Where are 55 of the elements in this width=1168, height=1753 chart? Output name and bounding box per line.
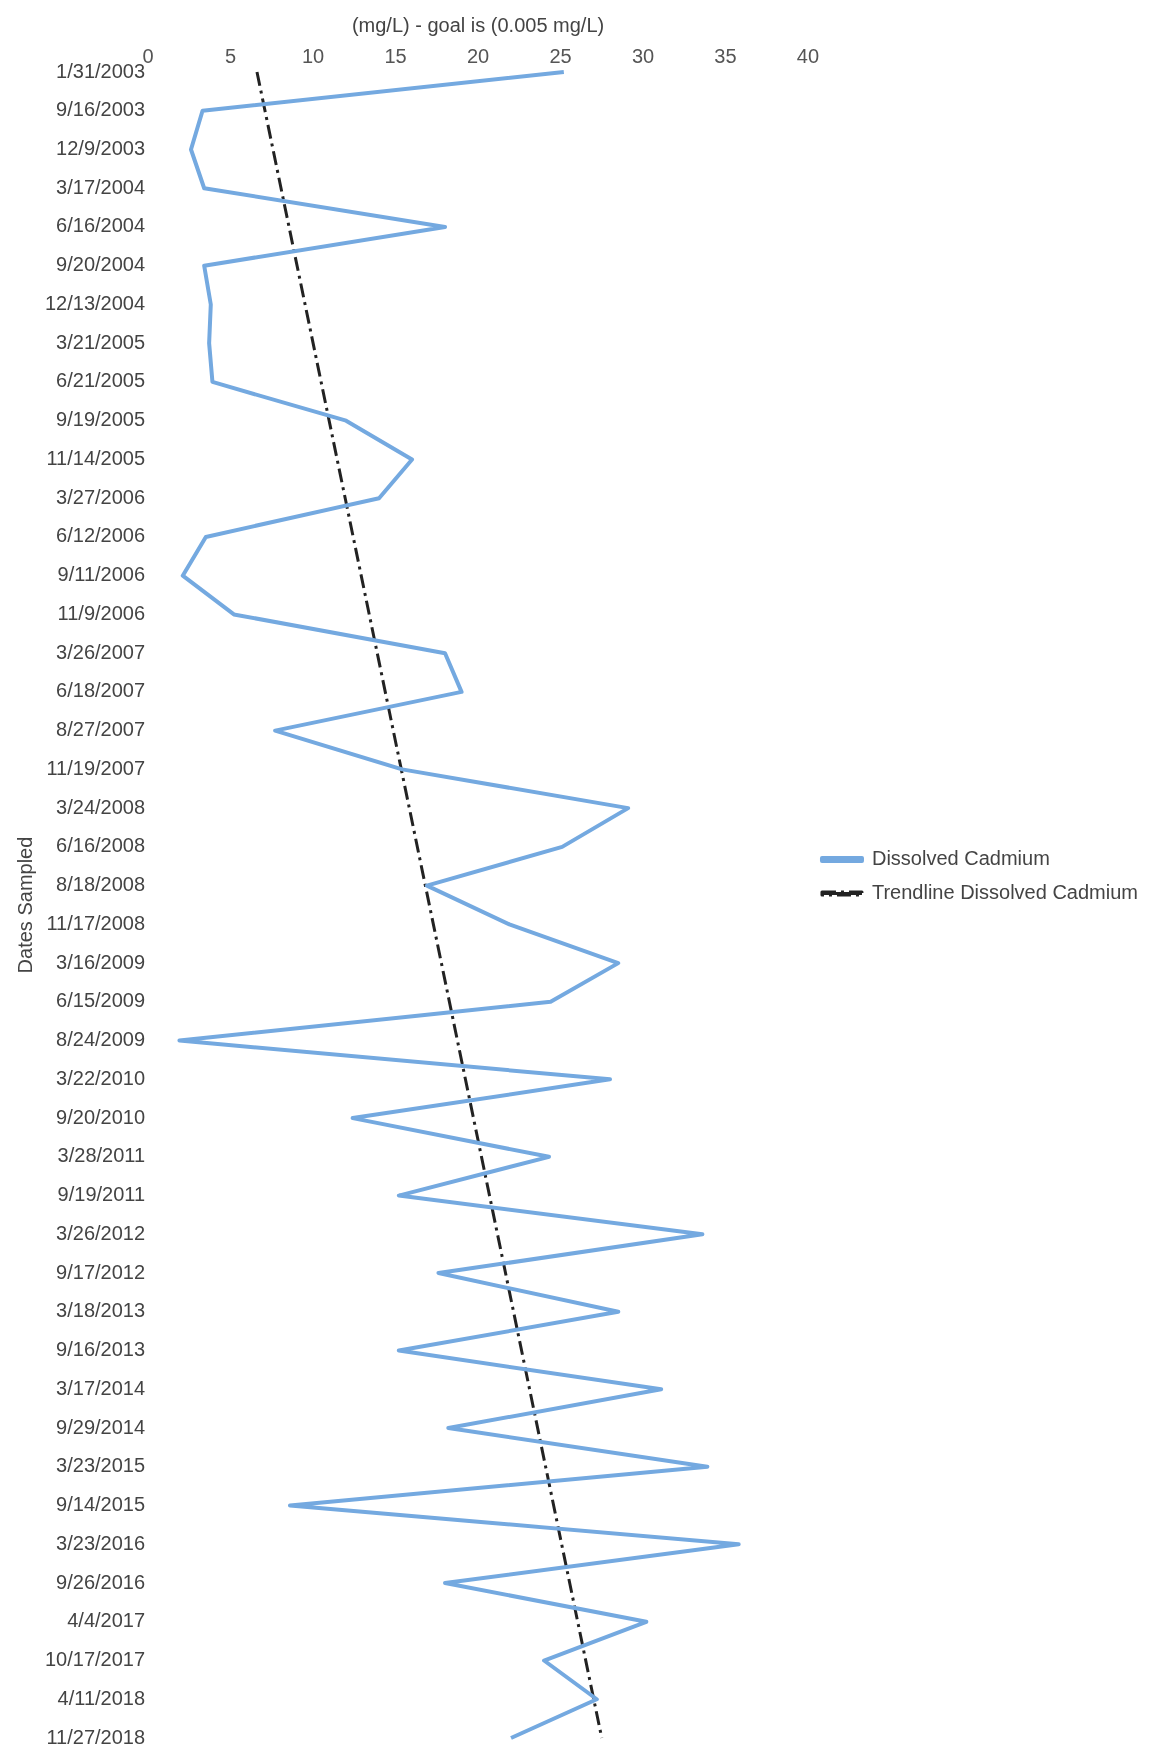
y-tick-label: 6/16/2008	[56, 834, 146, 857]
y-tick-label: 11/27/2018	[46, 1725, 146, 1748]
y-tick-label: 3/28/2011	[57, 1144, 146, 1167]
y-tick-label: 9/29/2014	[56, 1415, 146, 1438]
y-tick-label: 3/26/2012	[56, 1221, 146, 1244]
legend-label: Dissolved Cadmium	[871, 847, 1050, 870]
y-tick-label: 3/23/2016	[56, 1531, 146, 1554]
y-tick-label: 3/17/2004	[56, 175, 146, 198]
y-tick-label: 4/4/2017	[67, 1609, 146, 1632]
y-tick-label: 9/26/2016	[56, 1570, 146, 1593]
y-tick-label: 6/21/2005	[56, 369, 146, 392]
y-tick-label: 3/17/2014	[56, 1376, 146, 1399]
y-tick-label: 10/17/2017	[44, 1648, 146, 1671]
y-tick-label: 3/23/2015	[56, 1454, 146, 1477]
y-tick-label: 9/19/2005	[56, 408, 146, 431]
y-tick-label: 11/14/2005	[46, 446, 146, 469]
y-tick-label: 9/20/2010	[56, 1105, 146, 1128]
y-tick-label: 8/18/2008	[56, 873, 146, 896]
y-tick-label: 3/16/2009	[56, 950, 146, 973]
x-tick-label: 35	[714, 44, 737, 67]
x-tick-label: 15	[384, 44, 407, 67]
x-tick-label: 30	[631, 44, 655, 67]
y-tick-label: 8/24/2009	[56, 1028, 146, 1051]
y-tick-label: 11/9/2006	[57, 601, 146, 624]
y-tick-label: 9/11/2006	[57, 563, 146, 586]
y-tick-label: 3/18/2013	[56, 1299, 146, 1322]
y-tick-label: 9/16/2003	[56, 98, 146, 121]
x-tick-label: 20	[466, 44, 490, 67]
legend-label: Trendline Dissolved Cadmium	[871, 881, 1139, 904]
y-tick-label: 6/15/2009	[56, 989, 146, 1012]
y-tick-label: 11/17/2008	[46, 911, 146, 934]
y-tick-label: 12/9/2003	[56, 137, 146, 159]
y-tick-label: 3/24/2008	[56, 795, 146, 818]
y-tick-label: 3/27/2006	[56, 485, 146, 508]
y-axis-title: Dates Sampled	[13, 836, 36, 974]
x-axis-title: (mg/L) - goal is (0.005 mg/L)	[351, 13, 605, 36]
x-tick-label: 40	[796, 44, 820, 67]
y-tick-label: 9/19/2011	[57, 1183, 146, 1206]
y-tick-label: 11/19/2007	[46, 756, 146, 779]
y-tick-label: 6/12/2006	[56, 524, 146, 547]
y-tick-label: 9/20/2004	[56, 253, 146, 276]
x-tick-label: 5	[225, 44, 237, 67]
y-tick-label: 3/26/2007	[56, 640, 146, 663]
x-tick-label: 10	[301, 44, 325, 67]
y-tick-label: 3/22/2010	[56, 1066, 146, 1089]
y-tick-label: 12/13/2004	[44, 291, 146, 314]
x-tick-label: 25	[549, 44, 572, 67]
y-tick-label: 6/16/2004	[56, 214, 146, 237]
y-tick-label: 6/18/2007	[56, 679, 146, 702]
y-tick-label: 9/17/2012	[56, 1260, 146, 1283]
y-tick-label: 8/27/2007	[56, 718, 146, 741]
y-tick-label: 9/16/2013	[56, 1338, 146, 1361]
y-tick-label: 4/11/2018	[57, 1686, 146, 1709]
y-tick-label: 9/14/2015	[56, 1493, 146, 1516]
y-tick-label: 3/21/2005	[56, 330, 146, 353]
